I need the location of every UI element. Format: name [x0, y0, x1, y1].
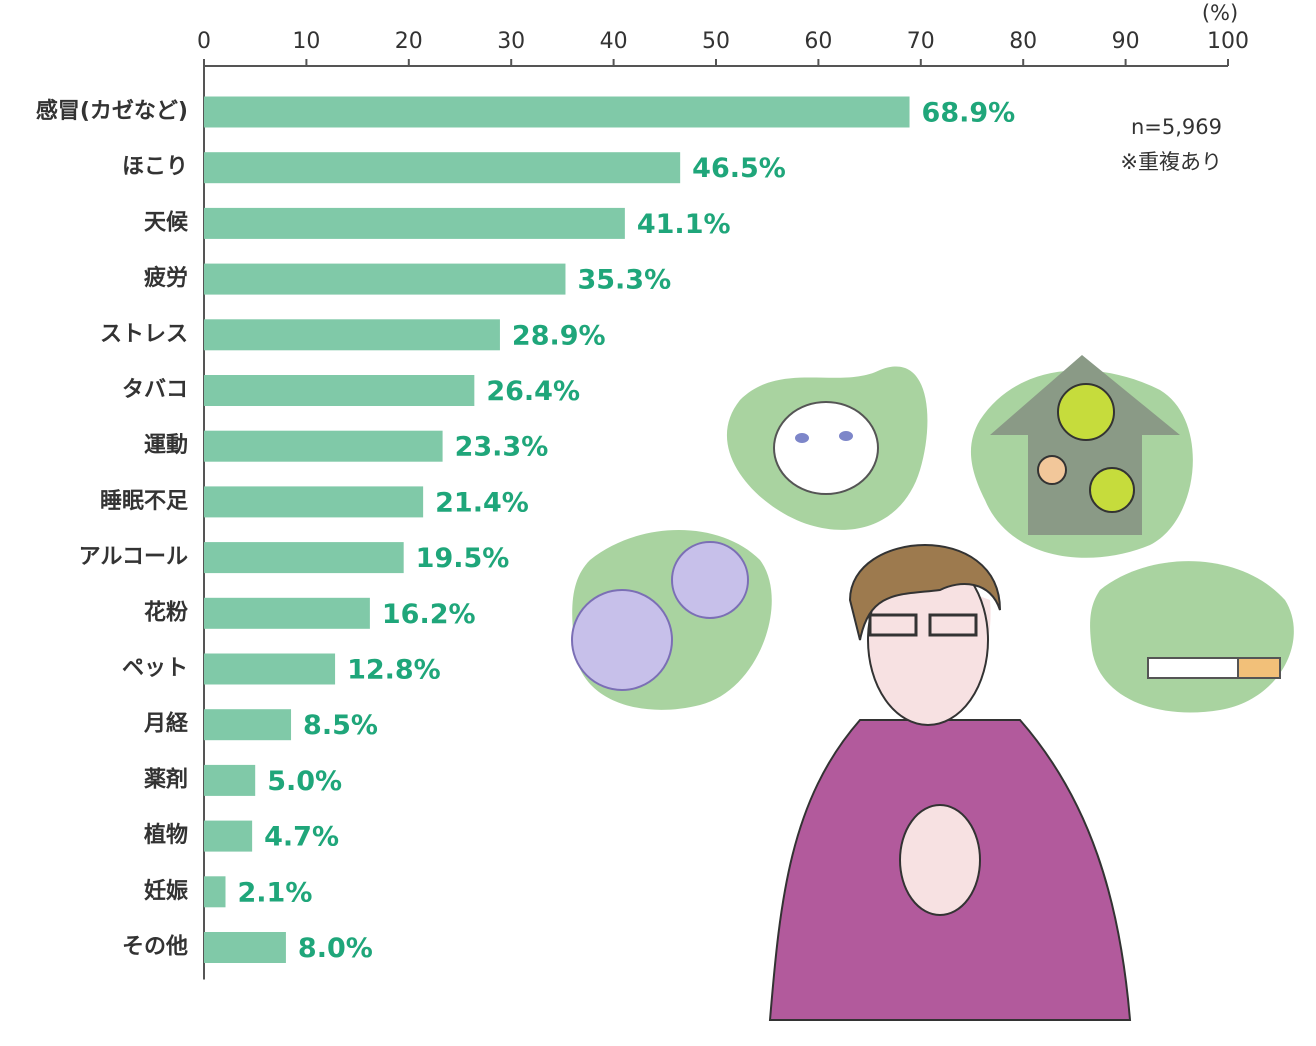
x-tick-label: 30: [497, 29, 525, 54]
bar: [204, 319, 500, 351]
value-label: 16.2%: [382, 599, 476, 630]
value-label: 26.4%: [486, 376, 580, 407]
category-label: タバコ: [122, 378, 188, 403]
bar: [204, 96, 910, 128]
annotation: ※重複あり: [1120, 150, 1222, 174]
value-label: 19.5%: [416, 543, 510, 574]
x-tick-label: 90: [1112, 29, 1140, 54]
value-label: 35.3%: [577, 265, 671, 296]
value-label: 41.1%: [637, 209, 731, 240]
category-label: アルコール: [79, 545, 188, 570]
x-tick-label: 10: [292, 29, 320, 54]
unit-label: (%): [1202, 1, 1238, 25]
germ: [1057, 383, 1115, 441]
bar: [204, 486, 424, 518]
value-label: 8.5%: [303, 710, 378, 741]
value-label: 4.7%: [264, 822, 339, 853]
x-tick-label: 70: [907, 29, 935, 54]
annotation: n=5,969: [1131, 115, 1222, 139]
hand: [899, 804, 981, 916]
value-label: 46.5%: [692, 153, 786, 184]
value-label: 8.0%: [298, 933, 373, 964]
cat-eye: [795, 433, 809, 443]
mite: [1037, 455, 1067, 485]
bar: [204, 375, 475, 406]
value-label: 23.3%: [455, 432, 549, 463]
glasses: [928, 613, 978, 637]
category-label: ほこり: [122, 155, 188, 180]
x-tick-label: 20: [395, 29, 423, 54]
cat-eye: [839, 431, 853, 441]
category-label: 植物: [144, 822, 188, 848]
bar: [204, 263, 566, 295]
category-label: 感冒(カゼなど): [36, 98, 188, 124]
bar: [204, 430, 443, 462]
bar: [204, 820, 253, 852]
pollen: [571, 589, 673, 691]
x-tick-label: 100: [1207, 29, 1249, 54]
category-label: 薬剤: [144, 766, 188, 792]
bar: [204, 876, 226, 908]
x-tick-label: 50: [702, 29, 730, 54]
bar: [204, 653, 336, 685]
x-tick-label: 40: [600, 29, 628, 54]
x-tick-label: 80: [1009, 29, 1037, 54]
category-label: 運動: [144, 433, 188, 458]
value-label: 12.8%: [347, 655, 441, 686]
value-label: 68.9%: [922, 98, 1016, 129]
value-label: 21.4%: [435, 487, 529, 518]
bar: [204, 597, 370, 629]
bar: [204, 709, 292, 741]
category-label: 花粉: [144, 599, 188, 625]
category-label: 天候: [144, 210, 189, 235]
category-label: ペット: [122, 656, 188, 681]
hair: [848, 544, 1001, 641]
bar: [204, 764, 256, 796]
value-label: 28.9%: [512, 320, 606, 351]
category-label: ストレス: [100, 322, 188, 347]
bar: [204, 152, 681, 184]
bar: [204, 207, 625, 239]
bar: [204, 542, 404, 574]
illustration: [571, 355, 1294, 1021]
category-label: 月経: [143, 711, 189, 737]
value-label: 2.1%: [238, 877, 313, 908]
category-label: 疲労: [144, 265, 188, 291]
cigarette-filter: [1237, 657, 1281, 679]
glasses: [868, 613, 918, 637]
category-label: 妊娠: [144, 878, 188, 904]
cigarette: [1147, 657, 1239, 679]
x-tick-label: 0: [197, 29, 211, 54]
category-label: 睡眠不足: [100, 489, 188, 514]
category-label: その他: [122, 935, 188, 960]
pollen: [671, 541, 749, 619]
bar: [204, 932, 286, 963]
germ: [1089, 467, 1135, 513]
value-label: 5.0%: [267, 766, 342, 797]
cat-face: [773, 401, 879, 495]
x-tick-label: 60: [804, 29, 832, 54]
smoke-blob: [1090, 561, 1294, 713]
